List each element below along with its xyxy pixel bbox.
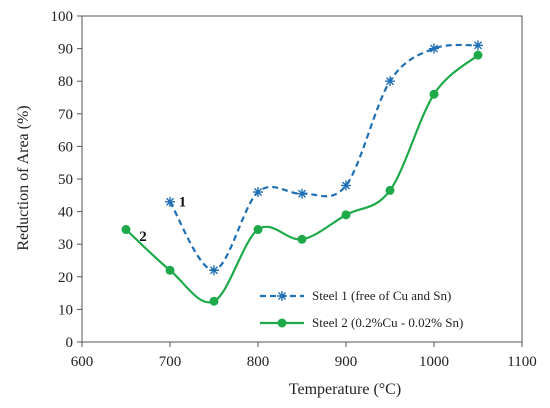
y-tick-label: 70 <box>58 107 73 123</box>
curve-label-1: 1 <box>179 195 187 211</box>
y-tick-label: 60 <box>58 139 73 155</box>
legend-item-2: Steel 2 (0.2%Cu - 0.02% Sn) <box>260 315 463 330</box>
y-tick-label: 90 <box>58 42 73 58</box>
y-tick-label: 20 <box>58 270 73 286</box>
series-line <box>169 43 479 272</box>
data-point <box>429 43 439 54</box>
series-layer <box>121 40 483 306</box>
data-point <box>165 196 175 207</box>
annotations: 12 <box>139 195 186 245</box>
data-point <box>385 76 395 87</box>
y-tick-label: 50 <box>58 172 73 188</box>
x-tick-label: 700 <box>159 354 182 370</box>
data-point <box>165 265 175 275</box>
data-point <box>473 40 483 51</box>
data-point <box>297 188 307 199</box>
data-point <box>341 180 351 191</box>
data-point <box>253 187 263 198</box>
legend-item-1: Steel 1 (free of Cu and Sn) <box>260 288 451 303</box>
plot-frame <box>81 15 523 343</box>
y-tick-label: 0 <box>66 335 74 351</box>
x-tick-label: 1000 <box>419 354 449 370</box>
data-point <box>209 265 219 276</box>
x-tick-label: 800 <box>247 354 270 370</box>
y-tick-label: 10 <box>58 302 73 318</box>
curve-label-2: 2 <box>139 229 147 245</box>
x-tick-label: 1100 <box>507 354 536 370</box>
data-point <box>341 210 351 220</box>
data-point <box>385 185 395 195</box>
legend-label: Steel 1 (free of Cu and Sn) <box>312 288 451 303</box>
data-point <box>473 50 483 60</box>
y-tick-label: 30 <box>58 237 73 253</box>
y-axis-title: Reduction of Area (%) <box>15 105 32 250</box>
x-tick-label: 600 <box>71 354 94 370</box>
x-axis-title: Temperature (°C) <box>289 381 401 398</box>
series-1 <box>165 40 483 276</box>
data-point <box>429 89 439 99</box>
data-point <box>209 296 219 306</box>
y-tick-label: 100 <box>51 9 74 25</box>
y-tick-label: 40 <box>58 205 73 221</box>
data-point <box>297 234 307 244</box>
axes: 600 700 800 900 1000 110001020304050607080901… <box>51 9 537 370</box>
legend-marker <box>277 291 287 301</box>
series-2 <box>121 50 483 306</box>
y-tick-label: 80 <box>58 74 73 90</box>
legend-marker <box>277 318 287 328</box>
data-point <box>253 225 263 235</box>
legend: Steel 1 (free of Cu and Sn) Steel 2 (0.2%… <box>260 288 463 330</box>
x-tick-label: 900 <box>335 354 358 370</box>
data-point <box>121 225 131 235</box>
legend-label: Steel 2 (0.2%Cu - 0.02% Sn) <box>312 315 463 330</box>
series-line <box>125 54 479 304</box>
